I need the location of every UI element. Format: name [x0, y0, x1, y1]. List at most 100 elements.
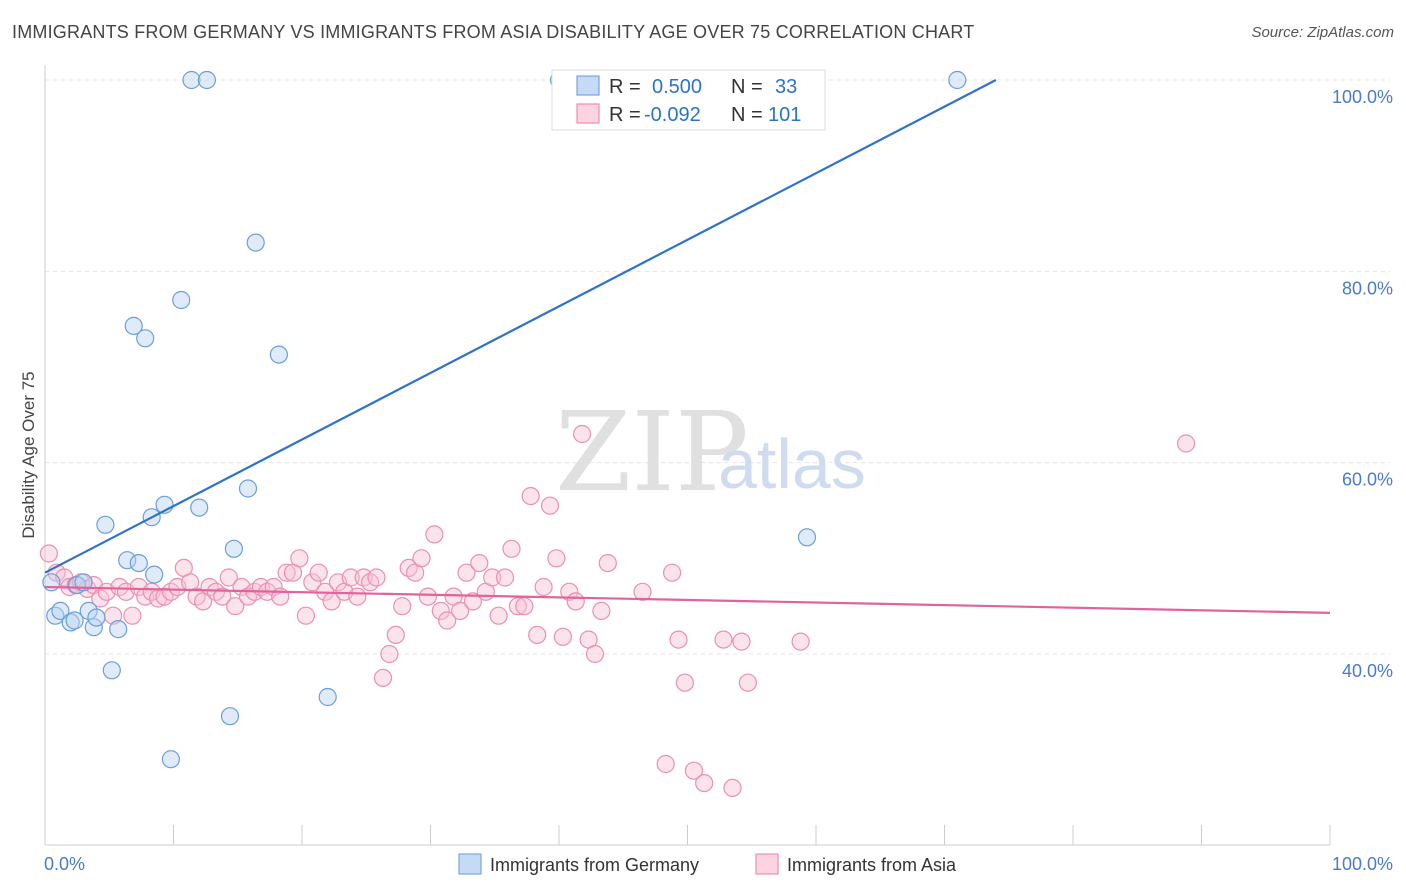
asia-point-29	[226, 597, 245, 616]
asia-point-39	[290, 549, 309, 568]
stats-germany-r-label: R =	[609, 76, 641, 98]
asia-point-42	[309, 563, 328, 582]
stats-asia-n-value: 101	[768, 104, 801, 126]
watermark-atlas: atlas	[718, 425, 866, 503]
legend-label-germany: Immigrants from Germany	[490, 855, 699, 875]
asia-point-13	[123, 606, 142, 625]
stats-asia-r-value: -0.092	[644, 104, 701, 126]
y-tick-label-1: 80.0%	[1342, 278, 1393, 298]
asia-point-52	[373, 668, 393, 688]
asia-point-51	[367, 568, 386, 587]
germany-point-9	[87, 608, 106, 627]
asia-point-53	[380, 644, 399, 664]
asia-point-75	[521, 487, 540, 506]
chart-title: IMMIGRANTS FROM GERMANY VS IMMIGRANTS FR…	[12, 22, 975, 42]
asia-point-37	[277, 563, 296, 582]
stats-swatch-germany	[576, 75, 600, 96]
asia-point-96	[723, 778, 742, 798]
asia-point-54	[386, 625, 405, 645]
germany-point-28	[246, 233, 265, 252]
trend-lines	[44, 79, 1331, 614]
asia-point-48	[348, 587, 367, 606]
germany-point-13	[118, 551, 137, 570]
asia-point-55	[393, 597, 412, 616]
asia-point-69	[483, 568, 502, 587]
germany-points	[42, 70, 967, 769]
germany-point-18	[145, 565, 164, 584]
asia-point-80	[553, 627, 573, 646]
legend-label-asia: Immigrants from Asia	[787, 855, 957, 875]
germany-point-4	[65, 611, 84, 630]
stats-asia-n-label: N =	[731, 104, 763, 126]
germany-point-2	[51, 601, 70, 621]
asia-point-76	[528, 625, 547, 645]
x-tick-label-0: 0.0%	[44, 854, 85, 874]
germany-point-27	[238, 479, 258, 498]
asia-point-47	[341, 568, 360, 587]
stats-box: R = 0.500 N = 33 R = -0.092 N = 101	[551, 69, 826, 131]
asia-point-88	[633, 582, 652, 601]
y-tick-label-2: 60.0%	[1342, 470, 1393, 490]
asia-point-98	[738, 673, 758, 692]
legend: Immigrants from Germany Immigrants from …	[458, 853, 957, 875]
asia-point-59	[418, 587, 437, 606]
asia-point-100	[1176, 434, 1196, 453]
asia-point-64	[451, 601, 470, 621]
stats-germany-n-label: N =	[731, 76, 763, 98]
germany-point-10	[96, 515, 115, 534]
asia-point-94	[695, 773, 714, 793]
asia-point-66	[463, 592, 482, 611]
germany-point-30	[318, 687, 337, 707]
germany-point-16	[136, 329, 155, 348]
asia-point-65	[457, 563, 476, 582]
asia-point-77	[534, 577, 553, 597]
germany-point-11	[102, 661, 121, 680]
asia-point-99	[791, 632, 810, 651]
germany-point-7	[79, 601, 98, 621]
germany-point-25	[220, 707, 240, 726]
germany-point-14	[124, 316, 143, 335]
y-tick-label-3: 40.0%	[1342, 661, 1393, 681]
germany-point-6	[74, 573, 93, 592]
asia-point-87	[598, 553, 617, 573]
asia-point-91	[669, 630, 688, 649]
gridlines	[45, 79, 1390, 655]
germany-point-26	[224, 539, 243, 558]
germany-point-33	[948, 70, 967, 90]
germany-point-29	[269, 345, 288, 364]
asia-point-0	[39, 544, 59, 563]
germany-point-15	[129, 553, 148, 573]
asia-point-74	[515, 597, 534, 616]
asia-point-72	[502, 539, 521, 558]
germany-point-24	[197, 70, 216, 90]
asia-point-61	[431, 601, 450, 621]
asia-point-71	[495, 568, 515, 587]
germany-point-23	[190, 498, 209, 517]
asia-trend-line	[44, 585, 1331, 614]
asia-point-97	[732, 632, 751, 651]
asia-point-67	[470, 553, 489, 573]
asia-point-92	[675, 673, 695, 692]
stats-asia-r-label: R =	[609, 104, 641, 126]
axes	[44, 65, 1331, 846]
chart-source: Source: ZipAtlas.com	[1251, 24, 1394, 41]
asia-point-81	[560, 582, 579, 601]
asia-point-62	[438, 611, 457, 630]
legend-swatch-germany	[458, 853, 482, 875]
germany-point-22	[182, 70, 201, 90]
asia-point-79	[547, 549, 566, 568]
x-tick-label-1: 100.0%	[1332, 854, 1393, 874]
asia-point-86	[592, 601, 611, 621]
asia-point-73	[508, 597, 528, 616]
asia-point-28	[219, 568, 238, 587]
asia-point-70	[489, 606, 508, 625]
asia-point-78	[540, 496, 560, 515]
asia-point-93	[684, 761, 704, 780]
germany-point-21	[172, 290, 191, 310]
watermark-zip: ZIP	[555, 388, 749, 516]
asia-point-58	[412, 549, 431, 568]
asia-point-95	[714, 630, 733, 649]
asia-point-40	[296, 606, 315, 625]
asia-point-41	[303, 573, 322, 592]
